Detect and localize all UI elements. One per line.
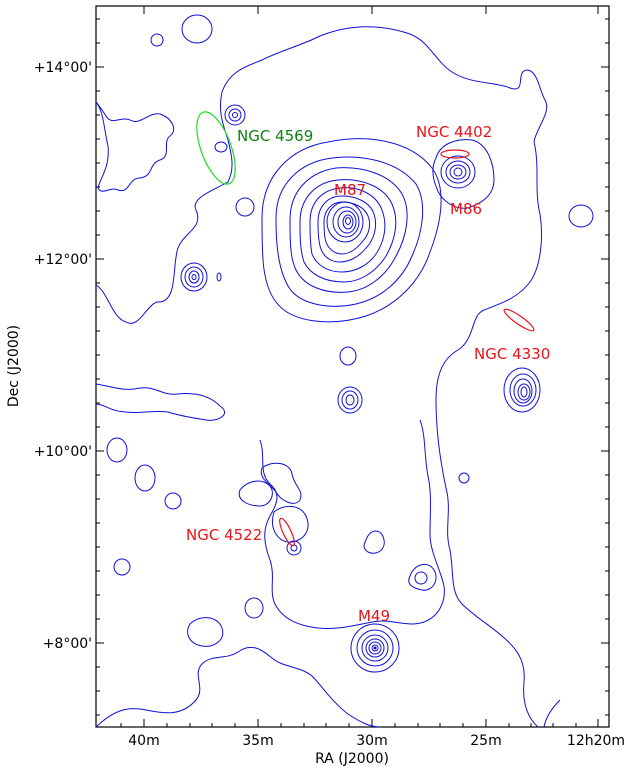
ngc4522-ellipse	[279, 517, 295, 547]
y-tick-label-14: +14°00'	[34, 60, 92, 76]
label-m49: M49	[358, 607, 390, 625]
y-axis-label: Dec (J2000)	[6, 325, 22, 407]
y-tick-label-8: +8°00'	[43, 636, 92, 652]
x-tick-label-40m: 40m	[128, 733, 159, 749]
m49-center	[373, 646, 377, 650]
label-ngc4522: NGC 4522	[186, 526, 262, 544]
label-ngc4402: NGC 4402	[416, 123, 492, 141]
label-ngc4569: NGC 4569	[237, 127, 313, 145]
label-ngc4330: NGC 4330	[474, 345, 550, 363]
xray-contours	[95, 14, 594, 728]
y-tick-label-10: +10°00'	[34, 444, 92, 460]
x-axis-label: RA (J2000)	[315, 751, 389, 767]
ngc4402-ellipse	[440, 149, 470, 159]
label-m87: M87	[334, 181, 366, 199]
x-tick-label-30m: 30m	[356, 733, 387, 749]
x-tick-label-25m: 25m	[470, 733, 501, 749]
x-tick-label-35m: 35m	[242, 733, 273, 749]
ngc4569-ellipse	[196, 111, 236, 185]
plot-frame	[95, 5, 610, 728]
x-tick-marks	[120, 6, 599, 727]
x-tick-label-12h20m: 12h20m	[567, 733, 625, 749]
y-tick-label-12: +12°00'	[34, 252, 92, 268]
ngc4330-ellipse	[503, 308, 535, 332]
y-tick-marks	[96, 18, 609, 716]
label-m86: M86	[450, 200, 482, 218]
